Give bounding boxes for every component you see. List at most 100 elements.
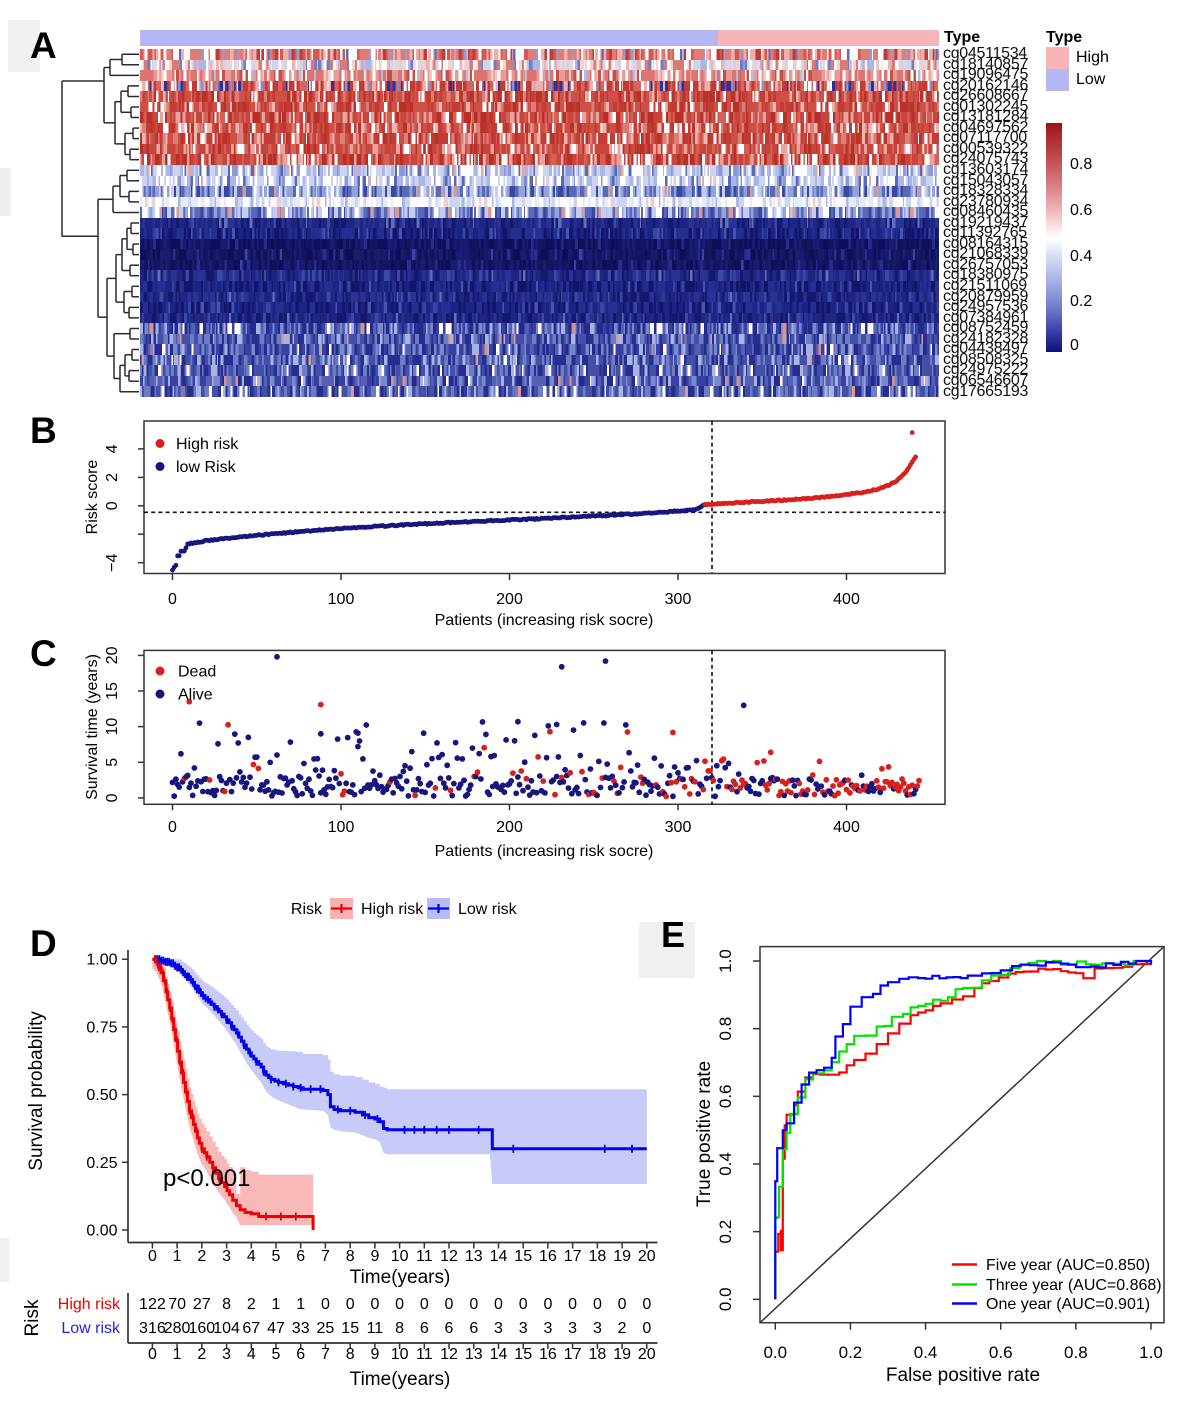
svg-text:10: 10 xyxy=(391,1346,409,1363)
svg-text:−4: −4 xyxy=(104,553,121,571)
svg-text:6: 6 xyxy=(296,1346,305,1363)
svg-text:2: 2 xyxy=(197,1346,206,1363)
svg-text:122: 122 xyxy=(139,1296,166,1313)
svg-text:400: 400 xyxy=(833,591,860,608)
svg-text:0.4: 0.4 xyxy=(914,1343,938,1362)
svg-text:0.8: 0.8 xyxy=(1064,1343,1088,1362)
svg-text:0: 0 xyxy=(346,1296,355,1313)
svg-text:15: 15 xyxy=(341,1320,359,1337)
svg-text:Alive: Alive xyxy=(178,687,213,704)
svg-text:6: 6 xyxy=(420,1320,429,1337)
svg-text:High risk: High risk xyxy=(176,436,239,453)
svg-text:Time(years): Time(years) xyxy=(350,1267,451,1288)
svg-text:1.0: 1.0 xyxy=(716,949,735,973)
svg-text:2: 2 xyxy=(247,1296,256,1313)
svg-text:13: 13 xyxy=(465,1248,483,1265)
svg-text:low Risk: low Risk xyxy=(176,459,237,476)
svg-text:200: 200 xyxy=(496,819,523,836)
svg-text:12: 12 xyxy=(440,1346,458,1363)
svg-text:0: 0 xyxy=(642,1320,651,1337)
svg-text:3: 3 xyxy=(222,1248,231,1265)
svg-text:4: 4 xyxy=(247,1248,256,1265)
svg-text:0: 0 xyxy=(168,819,177,836)
svg-text:Low risk: Low risk xyxy=(61,1320,121,1337)
svg-text:1: 1 xyxy=(173,1346,182,1363)
svg-text:27: 27 xyxy=(193,1296,211,1313)
svg-text:8: 8 xyxy=(395,1320,404,1337)
svg-text:0: 0 xyxy=(395,1296,404,1313)
svg-text:1.00: 1.00 xyxy=(86,952,117,969)
svg-text:0: 0 xyxy=(420,1296,429,1313)
svg-text:0: 0 xyxy=(104,793,121,802)
svg-text:6: 6 xyxy=(469,1320,478,1337)
svg-text:70: 70 xyxy=(168,1296,186,1313)
svg-text:18: 18 xyxy=(589,1346,607,1363)
svg-text:0: 0 xyxy=(593,1296,602,1313)
svg-text:19: 19 xyxy=(613,1248,631,1265)
svg-text:Patients (increasing risk socr: Patients (increasing risk socre) xyxy=(435,612,654,629)
svg-text:0: 0 xyxy=(543,1296,552,1313)
svg-text:14: 14 xyxy=(490,1248,508,1265)
svg-text:16: 16 xyxy=(539,1248,557,1265)
svg-text:7: 7 xyxy=(321,1248,330,1265)
svg-text:11: 11 xyxy=(416,1346,433,1363)
svg-text:400: 400 xyxy=(833,819,860,836)
svg-text:0.6: 0.6 xyxy=(716,1084,735,1108)
svg-text:160: 160 xyxy=(188,1320,215,1337)
svg-text:False positive rate: False positive rate xyxy=(886,1365,1040,1386)
svg-text:High risk: High risk xyxy=(361,901,424,918)
svg-text:17: 17 xyxy=(564,1346,582,1363)
svg-text:Risk score: Risk score xyxy=(84,460,101,535)
svg-text:0: 0 xyxy=(321,1296,330,1313)
svg-text:0: 0 xyxy=(618,1296,627,1313)
svg-text:2: 2 xyxy=(618,1320,627,1337)
svg-text:6: 6 xyxy=(445,1320,454,1337)
svg-text:0.2: 0.2 xyxy=(716,1220,735,1244)
svg-text:3: 3 xyxy=(543,1320,552,1337)
svg-text:7: 7 xyxy=(321,1346,330,1363)
svg-text:20: 20 xyxy=(638,1346,656,1363)
svg-text:2: 2 xyxy=(197,1248,206,1265)
svg-text:5: 5 xyxy=(272,1346,281,1363)
svg-text:15: 15 xyxy=(514,1346,532,1363)
svg-text:0: 0 xyxy=(148,1248,157,1265)
svg-text:0: 0 xyxy=(642,1296,651,1313)
svg-text:4: 4 xyxy=(247,1346,256,1363)
svg-text:p<0.001: p<0.001 xyxy=(163,1165,250,1192)
svg-text:0.25: 0.25 xyxy=(86,1155,117,1172)
svg-text:0: 0 xyxy=(168,591,177,608)
svg-text:8: 8 xyxy=(346,1346,355,1363)
svg-text:Dead: Dead xyxy=(178,664,216,681)
svg-text:20: 20 xyxy=(104,646,121,664)
svg-text:Risk: Risk xyxy=(22,1299,43,1336)
svg-text:2: 2 xyxy=(104,473,121,482)
svg-text:280: 280 xyxy=(164,1320,191,1337)
svg-text:Risk: Risk xyxy=(291,901,323,918)
svg-text:0: 0 xyxy=(148,1346,157,1363)
svg-text:33: 33 xyxy=(292,1320,310,1337)
svg-text:Time(years): Time(years) xyxy=(350,1369,451,1390)
svg-text:5: 5 xyxy=(272,1248,281,1265)
svg-text:0: 0 xyxy=(104,501,121,510)
svg-text:0.2: 0.2 xyxy=(839,1343,863,1362)
svg-text:11: 11 xyxy=(367,1320,384,1337)
svg-text:3: 3 xyxy=(222,1346,231,1363)
svg-text:Low risk: Low risk xyxy=(458,901,518,918)
svg-text:0.50: 0.50 xyxy=(86,1087,117,1104)
svg-text:0: 0 xyxy=(445,1296,454,1313)
svg-text:Five year (AUC=0.850): Five year (AUC=0.850) xyxy=(986,1257,1150,1274)
svg-text:6: 6 xyxy=(296,1248,305,1265)
svg-text:19: 19 xyxy=(613,1346,631,1363)
svg-text:15: 15 xyxy=(104,682,121,700)
svg-text:14: 14 xyxy=(490,1346,508,1363)
svg-text:10: 10 xyxy=(391,1248,409,1265)
svg-text:1: 1 xyxy=(272,1296,281,1313)
svg-text:10: 10 xyxy=(104,718,121,736)
svg-text:100: 100 xyxy=(328,819,355,836)
svg-text:3: 3 xyxy=(568,1320,577,1337)
svg-text:0: 0 xyxy=(370,1296,379,1313)
svg-text:3: 3 xyxy=(593,1320,602,1337)
svg-text:104: 104 xyxy=(213,1320,240,1337)
svg-text:0: 0 xyxy=(568,1296,577,1313)
svg-text:25: 25 xyxy=(317,1320,335,1337)
